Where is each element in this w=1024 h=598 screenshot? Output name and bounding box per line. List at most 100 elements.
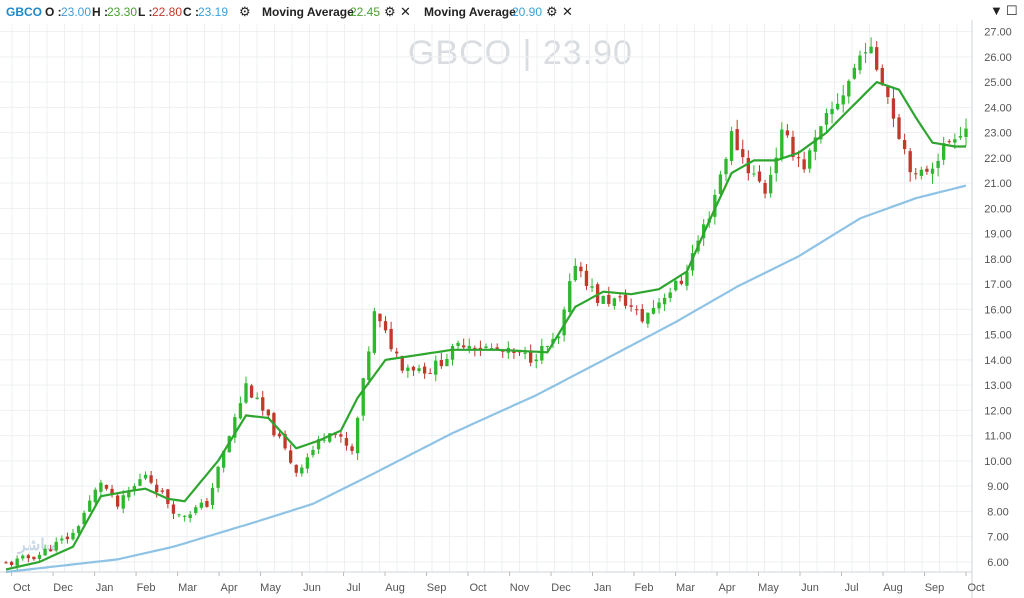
candle-body — [858, 55, 862, 71]
candle-body — [618, 296, 622, 298]
candle-body — [383, 321, 388, 331]
candle-body — [9, 561, 14, 565]
candle-body — [785, 130, 790, 136]
candle-body — [171, 504, 176, 514]
candle-body — [127, 491, 131, 498]
close-icon[interactable]: ✕ — [400, 4, 411, 19]
candle-body — [238, 403, 243, 419]
x-tick-label: Apr — [221, 582, 238, 594]
candle-body — [674, 280, 678, 291]
candle-body — [76, 526, 81, 533]
candle-body — [623, 294, 628, 306]
candle-body — [824, 112, 829, 125]
candle-body — [791, 136, 795, 158]
candle-body — [406, 367, 410, 371]
candle-body — [445, 358, 449, 367]
candle-body — [891, 98, 896, 119]
x-tick-label: Jun — [303, 582, 321, 594]
candle-body — [679, 280, 684, 284]
x-tick-label: Sep — [925, 582, 945, 594]
candle-body — [568, 281, 572, 312]
candle-body — [43, 548, 47, 556]
y-tick-label: 19.00 — [984, 229, 1012, 241]
open-label: O : — [45, 5, 62, 19]
candle-body — [902, 140, 907, 150]
candle-body — [261, 397, 265, 411]
candle-body — [584, 270, 589, 286]
candle-body — [897, 117, 901, 139]
logo-watermark: مباشر — [18, 537, 59, 554]
candle-body — [15, 558, 19, 566]
candle-body — [579, 266, 583, 272]
candle-body — [389, 328, 393, 350]
candle-body — [729, 131, 734, 161]
triangle-down-icon[interactable]: ▼ — [990, 3, 1003, 18]
candle-body — [132, 486, 137, 492]
candle-body — [919, 169, 924, 176]
ma1-value: 22.45 — [350, 5, 381, 19]
candle-body — [361, 378, 365, 416]
candle-body — [311, 449, 315, 456]
x-tick-label: Dec — [53, 582, 73, 594]
candle-body — [249, 385, 254, 398]
gear-icon[interactable]: ⚙ — [384, 4, 396, 19]
candle-body — [255, 397, 259, 399]
x-tick-label: May — [260, 582, 281, 594]
y-tick-label: 24.00 — [984, 102, 1012, 114]
candle-body — [607, 294, 611, 304]
candle-body — [305, 457, 310, 469]
candle-body — [26, 555, 30, 559]
candle-body — [182, 515, 187, 517]
y-tick-label: 20.00 — [984, 203, 1012, 215]
candle-body — [450, 345, 455, 360]
candle-body — [456, 342, 460, 346]
candle-body — [947, 141, 951, 143]
candle-body — [813, 137, 817, 152]
candle-body — [115, 495, 120, 507]
candle-body — [601, 295, 605, 304]
candle-body — [222, 450, 226, 468]
candle-body — [545, 346, 550, 348]
candle-body — [434, 360, 438, 375]
y-tick-label: 21.00 — [984, 178, 1012, 190]
candle-body — [288, 450, 293, 463]
x-tick-label: Jul — [347, 582, 361, 594]
candle-body — [819, 126, 823, 140]
gear-icon[interactable]: ⚙ — [239, 4, 251, 19]
x-tick-label: Oct — [469, 582, 486, 594]
candle-body — [216, 466, 220, 488]
candle-body — [735, 129, 739, 151]
candle-body — [590, 286, 594, 288]
x-tick-label: May — [758, 582, 779, 594]
candle-body — [37, 554, 42, 559]
candle-body — [467, 345, 471, 349]
candle-body — [166, 489, 170, 504]
candle-body — [741, 149, 745, 158]
candle-body — [177, 514, 181, 516]
y-tick-label: 6.00 — [987, 557, 1008, 569]
x-tick-label: Jul — [844, 582, 858, 594]
candle-body — [690, 253, 695, 271]
ticker-symbol[interactable]: GBCO — [6, 5, 42, 19]
y-tick-label: 12.00 — [984, 405, 1012, 417]
close-icon[interactable]: ✕ — [562, 4, 573, 19]
square-icon[interactable]: ☐ — [1006, 3, 1018, 18]
y-tick-label: 25.00 — [984, 77, 1012, 89]
candle-body — [194, 507, 198, 513]
candle-body — [417, 368, 421, 372]
candle-body — [244, 383, 248, 403]
moving-average-short-line — [5, 81, 966, 571]
x-tick-label: Dec — [551, 582, 571, 594]
candle-body — [640, 308, 644, 322]
low-label: L : — [138, 5, 153, 19]
high-label: H : — [92, 5, 108, 19]
candle-body — [495, 347, 499, 350]
candle-body — [478, 347, 483, 350]
candle-body — [635, 309, 639, 311]
candle-body — [908, 151, 912, 173]
candle-body — [863, 52, 868, 54]
candle-body — [283, 434, 287, 449]
gear-icon[interactable]: ⚙ — [546, 4, 558, 19]
x-tick-label: Feb — [137, 582, 156, 594]
